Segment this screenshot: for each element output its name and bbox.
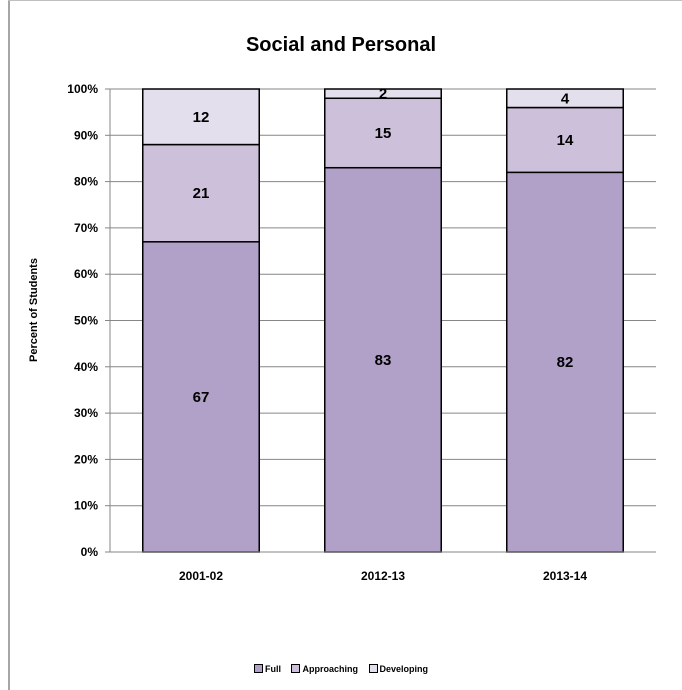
y-tick-label: 10% [74, 499, 98, 513]
chart-title: Social and Personal [245, 34, 437, 56]
y-tick-label: 70% [74, 221, 98, 235]
data-label-developing: 12 [193, 109, 210, 126]
legend-item-approaching: Approaching [291, 664, 358, 674]
y-tick-label: 20% [74, 452, 98, 466]
chart-frame-left-border [8, 0, 10, 690]
bar-stacks [142, 88, 624, 553]
bar-segment-full [142, 241, 260, 553]
legend-label-developing: Developing [379, 664, 429, 674]
y-tick-label: 50% [74, 314, 98, 328]
axes: 0% 10% 20% 30% 40% 50% 60% 70% 80% 90% 100% 2001-02… [67, 82, 656, 583]
bar-segment-developing [142, 88, 260, 146]
legend-item-full: Full [253, 664, 281, 674]
y-tick-label: 40% [74, 360, 98, 374]
data-label-full: 82 [557, 354, 574, 371]
bar-segment-approaching [142, 143, 260, 243]
data-label-full: 67 [193, 389, 210, 406]
bar-segment-developing [324, 88, 442, 100]
data-labels: 67 21 12 83 15 2 82 14 4 [193, 86, 574, 406]
data-label-approaching: 14 [557, 132, 574, 149]
x-tick-label: 2001-02 [179, 569, 223, 583]
data-label-approaching: 21 [193, 185, 210, 202]
legend: Full Approaching Developing [0, 664, 682, 674]
legend-label-approaching: Approaching [302, 664, 358, 674]
legend-item-developing: Developing [368, 664, 429, 674]
bar-segment-full [506, 171, 624, 553]
bar-segment-approaching [506, 106, 624, 174]
legend-swatch-full [253, 664, 263, 673]
data-label-approaching: 15 [375, 125, 392, 142]
legend-swatch-approaching [291, 664, 301, 673]
y-tick-label: 60% [74, 267, 98, 281]
data-label-full: 83 [375, 352, 392, 369]
y-tick-label: 100% [67, 82, 98, 96]
legend-swatch-developing [368, 664, 378, 673]
x-tick-label: 2012-13 [361, 569, 405, 583]
y-tick-label: 30% [74, 406, 98, 420]
bar-segment-developing [506, 88, 624, 109]
y-tick-label: 0% [81, 545, 99, 559]
x-tick-label: 2013-14 [543, 569, 587, 583]
data-label-developing: 4 [561, 90, 570, 107]
y-tick-label: 90% [74, 128, 98, 142]
chart-frame-top-border [8, 0, 682, 1]
bar-segment-full [324, 166, 442, 553]
y-tick-label: 80% [74, 175, 98, 189]
data-label-developing: 2 [379, 86, 387, 103]
legend-label-full: Full [264, 664, 281, 674]
